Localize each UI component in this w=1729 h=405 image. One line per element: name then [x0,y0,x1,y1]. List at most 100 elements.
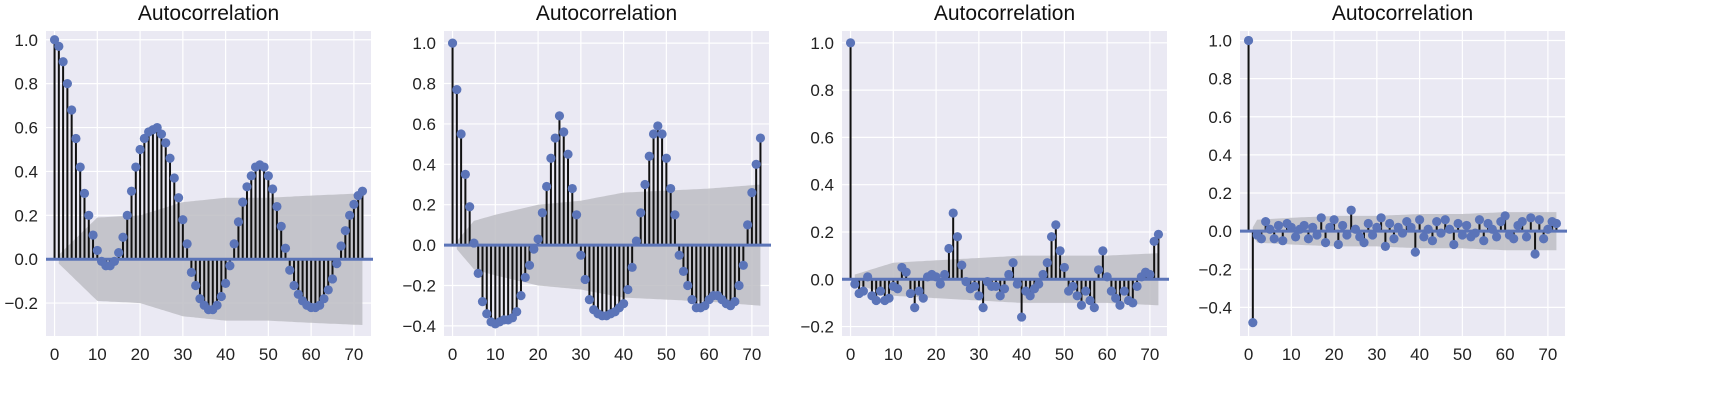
y-tick-label: 1.0 [14,31,38,50]
acf-point [1299,220,1309,231]
acf-point [1350,224,1361,234]
acf-point [349,199,359,209]
acf-point [678,266,689,276]
acf-point [516,291,526,301]
y-tick-label: 0.2 [412,196,436,215]
acf-point [631,236,642,246]
acf-point [743,220,753,230]
y-tick-label: 0.0 [14,250,38,269]
x-tick-label: 30 [1367,345,1386,364]
x-tick-label: 50 [657,345,676,364]
x-tick-label: 20 [927,345,946,364]
acf-point [948,208,958,218]
acf-point [62,79,72,89]
x-tick-label: 10 [884,345,903,364]
y-tick-label: 0.2 [1208,184,1232,203]
acf-point [914,286,924,296]
acf-point [940,269,950,280]
acf-point [327,274,338,284]
y-tick-label: 0.8 [810,81,834,100]
acf-point [1367,230,1378,240]
acf-point [75,162,85,172]
acf-point [1444,224,1455,234]
acf-point [1119,286,1129,296]
acf-point [1329,215,1339,225]
chart-title: Autocorrelation [138,2,279,25]
y-tick-label: 0.8 [412,75,436,94]
acf-point [969,281,980,291]
acf-point [1072,291,1082,301]
x-tick-label: 70 [742,345,761,364]
acf-point [1089,303,1099,313]
acf-point [931,272,941,282]
acf-point [1261,217,1271,227]
acf-point [1243,35,1254,46]
acf-point [627,262,637,272]
acf-point [957,260,967,270]
acf-point [1248,318,1258,328]
acf-point [1363,218,1373,229]
x-tick-label: 70 [1140,345,1159,364]
acf-point [319,294,329,304]
acf-point [1487,224,1497,234]
acf-point [905,288,916,299]
acf-point [49,35,60,45]
acf-point [863,272,873,282]
acf-point [952,232,963,242]
acf-point [1042,258,1052,268]
acf-point [1034,279,1044,289]
acf-point [67,105,77,115]
x-tick-label: 40 [614,345,633,364]
acf-point [563,149,573,159]
acf-point [1273,220,1284,231]
acf-point [1111,293,1121,303]
acf-point [1436,228,1446,238]
acf-chart-4: −0.4 −0.2 0.0 0.2 0.4 0.6 0.8 1.0 0 10 20 30 40 50 60 7… [1198,2,1567,364]
acf-point [1038,269,1048,280]
acf-point [1303,234,1314,244]
acf-point [165,153,175,163]
acf-point [1449,239,1459,250]
acf-point [529,244,539,254]
acf-point [272,201,282,212]
acf-point [1432,217,1442,227]
acf-point [571,210,582,220]
x-tick-label: 40 [1012,345,1031,364]
y-tick-label: 0.6 [412,115,436,134]
y-tick-label: −0.2 [4,294,38,313]
acf-point [1551,218,1562,229]
acf-point [1265,224,1275,234]
acf-point [901,267,911,277]
acf-point [1320,237,1331,248]
acf-point [1415,215,1425,225]
acf-point [995,291,1005,301]
acf-point [1312,230,1322,240]
x-tick-label: 10 [88,345,107,364]
acf-point [1397,228,1408,238]
x-tick-label: 20 [131,345,150,364]
acf-point [734,280,744,291]
x-tick-label: 0 [1244,345,1253,364]
acf-point [1453,218,1463,229]
x-tick-label: 30 [969,345,988,364]
acf-point [1389,234,1399,244]
acf-point [1526,213,1536,223]
acf-point [576,250,586,260]
x-tick-label: 50 [1055,345,1074,364]
acf-point [751,159,761,169]
acf-point [473,268,483,278]
acf-point [1085,295,1095,306]
x-tick-label: 20 [529,345,548,364]
y-tick-label: 0.8 [1208,70,1232,89]
acf-point [661,153,671,163]
acf-point [858,286,868,296]
y-tick-label: −0.4 [402,317,436,336]
y-tick-label: −0.2 [1198,260,1232,279]
acf-point [1059,262,1069,273]
acf-point [126,186,137,196]
acf-point [238,197,248,207]
x-tick-label: 0 [846,345,855,364]
acf-point [670,210,680,220]
acf-point [460,169,470,180]
